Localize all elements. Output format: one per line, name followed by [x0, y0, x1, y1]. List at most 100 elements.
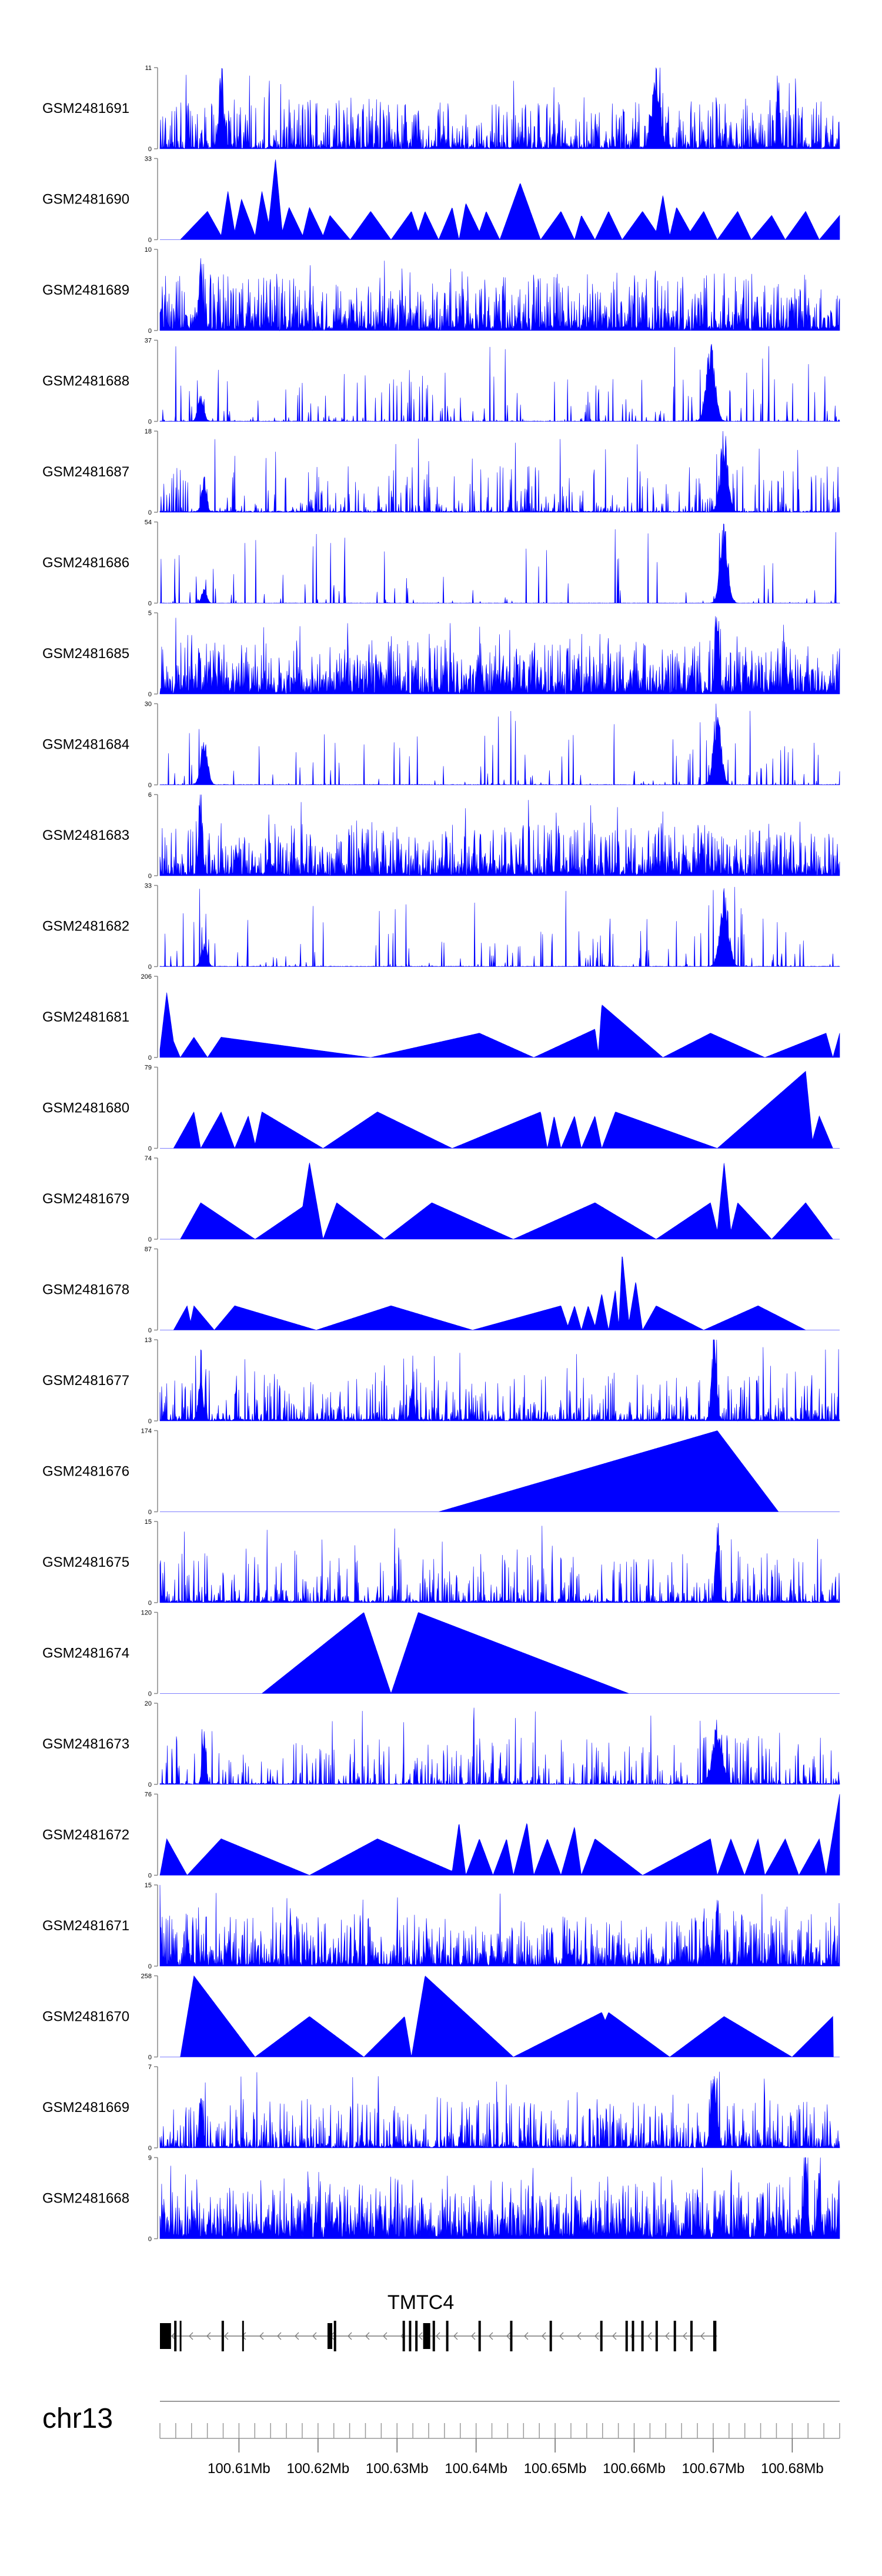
exon	[641, 2321, 644, 2351]
y-max-label: 37	[145, 338, 152, 345]
strand-arrow	[577, 2332, 582, 2340]
track-label: GSM2481675	[42, 1554, 129, 1570]
y-min-label: 0	[148, 2236, 152, 2243]
exon	[333, 2321, 336, 2351]
track-GSM2481678: GSM2481678 87 0	[42, 1246, 840, 1334]
exon	[221, 2321, 224, 2351]
coverage-area	[159, 1794, 840, 1876]
y-max-label: 74	[145, 1155, 152, 1162]
strand-arrow	[647, 2332, 652, 2340]
track-GSM2481676: GSM2481676 174 0	[42, 1428, 840, 1516]
x-tick-label: 100.67Mb	[682, 2461, 745, 2477]
strand-arrow	[206, 2332, 211, 2340]
gene-label: TMTC4	[387, 2291, 454, 2314]
x-tick-label: 100.65Mb	[524, 2461, 587, 2477]
exon	[423, 2323, 430, 2349]
y-max-label: 18	[145, 428, 152, 435]
y-min-label: 0	[148, 1327, 152, 1334]
exon	[432, 2321, 435, 2351]
strand-arrow	[471, 2332, 476, 2340]
coverage-area	[159, 616, 840, 695]
chromosome-label: chr13	[42, 2403, 113, 2434]
coverage-area	[159, 1523, 840, 1604]
strand-arrow	[277, 2332, 282, 2340]
coverage-area	[159, 887, 840, 967]
exon	[179, 2321, 182, 2351]
coverage-area	[159, 992, 840, 1059]
coverage-area	[159, 2071, 840, 2148]
track-GSM2481677: GSM2481677 13 0	[42, 1337, 840, 1425]
track-label: GSM2481691	[42, 101, 129, 116]
y-min-label: 0	[148, 328, 152, 335]
strand-arrow	[665, 2332, 670, 2340]
track-label: GSM2481674	[42, 1646, 129, 1661]
exon	[327, 2323, 333, 2349]
strand-arrow	[295, 2332, 299, 2340]
track-GSM2481691: GSM2481691 11 0	[42, 65, 840, 153]
exon	[402, 2321, 405, 2351]
y-min-label: 0	[148, 691, 152, 698]
track-GSM2481679: GSM2481679 74 0	[42, 1155, 840, 1243]
track-GSM2481689: GSM2481689 10 0	[42, 246, 840, 335]
track-label: GSM2481688	[42, 373, 129, 389]
strand-arrow	[189, 2332, 193, 2340]
track-GSM2481672: GSM2481672 76 0	[42, 1791, 840, 1880]
y-min-label: 0	[148, 1600, 152, 1607]
strand-arrow	[542, 2332, 546, 2340]
strand-arrow	[224, 2332, 229, 2340]
coverage-area	[159, 258, 840, 332]
track-GSM2481673: GSM2481673 20 0	[42, 1700, 840, 1788]
track-label: GSM2481678	[42, 1282, 129, 1298]
coverage-area	[159, 703, 840, 786]
y-min-label: 0	[148, 1873, 152, 1880]
exon	[673, 2321, 676, 2351]
strand-arrow	[506, 2332, 511, 2340]
y-max-label: 15	[145, 1519, 152, 1526]
strand-arrow	[259, 2332, 264, 2340]
y-max-label: 87	[145, 1246, 152, 1253]
strand-arrow	[489, 2332, 493, 2340]
strand-arrow	[365, 2332, 370, 2340]
exon	[510, 2321, 513, 2351]
track-label: GSM2481689	[42, 282, 129, 298]
track-label: GSM2481686	[42, 555, 129, 571]
exon	[690, 2321, 693, 2351]
y-min-label: 0	[148, 1236, 152, 1243]
y-max-label: 20	[145, 1700, 152, 1707]
track-label: GSM2481681	[42, 1009, 129, 1025]
strand-arrow	[418, 2332, 423, 2340]
track-GSM2481684: GSM2481684 30 0	[42, 701, 840, 789]
coverage-area	[159, 794, 840, 877]
strand-arrow	[612, 2332, 617, 2340]
coverage-area	[159, 67, 840, 150]
exon	[174, 2321, 177, 2351]
track-GSM2481669: GSM2481669 7 0	[42, 2064, 840, 2152]
track-GSM2481683: GSM2481683 6 0	[42, 792, 840, 880]
strand-arrow	[453, 2332, 458, 2340]
coverage-area	[160, 1975, 840, 2057]
coverage-area	[159, 1884, 840, 1967]
x-tick-label: 100.61Mb	[208, 2461, 270, 2477]
genome-axis: chr13 100.61Mb 100.62Mb 100.63Mb 100.64Mb 10…	[42, 2401, 840, 2477]
y-max-label: 30	[145, 701, 152, 708]
track-label: GSM2481690	[42, 192, 129, 208]
track-GSM2481685: GSM2481685 5 0	[42, 610, 840, 698]
track-label: GSM2481673	[42, 1736, 129, 1752]
exon	[549, 2321, 552, 2351]
track-GSM2481688: GSM2481688 37 0	[42, 338, 840, 426]
track-GSM2481687: GSM2481687 18 0	[42, 428, 840, 516]
exon	[242, 2321, 244, 2351]
coverage-area	[159, 523, 840, 603]
strand-arrow	[700, 2332, 705, 2340]
track-label: GSM2481677	[42, 1373, 129, 1389]
y-max-label: 76	[145, 1791, 152, 1798]
track-GSM2481690: GSM2481690 33 0	[42, 156, 840, 244]
track-label: GSM2481668	[42, 2191, 129, 2207]
exon	[600, 2321, 603, 2351]
y-min-label: 0	[148, 1691, 152, 1698]
track-label: GSM2481685	[42, 646, 129, 662]
strand-arrow	[383, 2332, 387, 2340]
y-max-label: 33	[145, 156, 152, 163]
coverage-area	[159, 1707, 840, 1786]
